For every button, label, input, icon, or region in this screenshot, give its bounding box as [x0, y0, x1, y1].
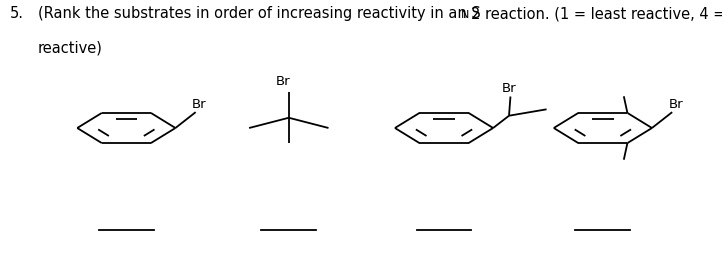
Text: Br: Br [276, 75, 290, 88]
Text: 2 reaction. (1 = least reactive, 4 = most: 2 reaction. (1 = least reactive, 4 = mos… [471, 6, 722, 22]
Text: Br: Br [192, 98, 206, 111]
Text: reactive): reactive) [38, 41, 103, 56]
Text: Br: Br [669, 98, 683, 111]
Text: N: N [461, 10, 469, 20]
Text: (Rank the substrates in order of increasing reactivity in an S: (Rank the substrates in order of increas… [38, 6, 480, 22]
Text: 5.: 5. [9, 6, 23, 22]
Text: Br: Br [502, 82, 516, 95]
